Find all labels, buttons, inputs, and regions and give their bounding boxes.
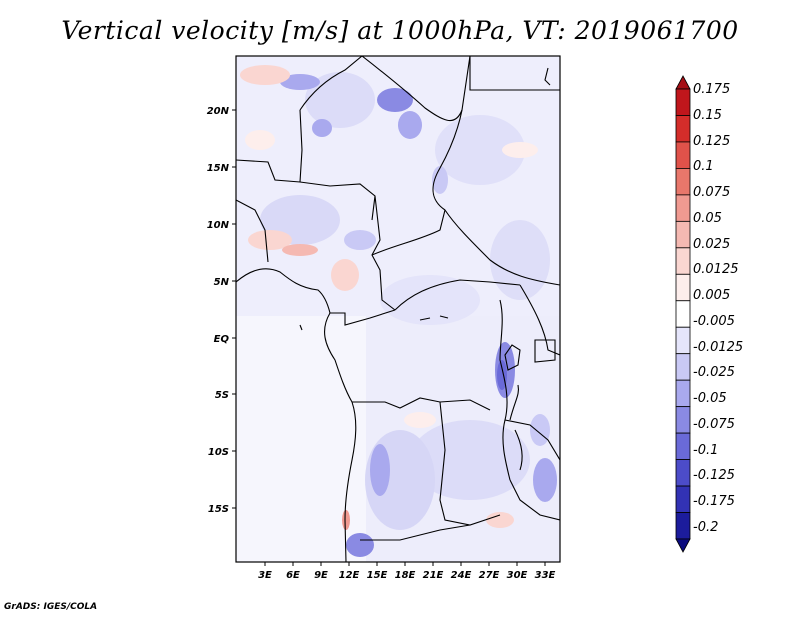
latitude-axis: 20N 15N 10N 5N EQ 5S 10S 15S — [207, 106, 236, 515]
colorbar-swatch — [675, 247, 691, 275]
lat-label: 10S — [208, 447, 229, 458]
velocity-field — [236, 56, 560, 562]
colorbar-swatch — [675, 353, 691, 381]
colorbar-swatch — [675, 459, 691, 487]
lon-label: 30E — [507, 570, 528, 581]
colorbar-label: -0.075 — [693, 417, 735, 432]
colorbar-labels: 0.175 0.15 0.125 0.1 0.075 0.05 0.025 0.… — [693, 82, 743, 535]
lat-label: 15N — [207, 163, 230, 174]
colorbar-label: -0.2 — [693, 520, 718, 535]
colorbar-swatch — [675, 512, 691, 540]
lon-label: 33E — [535, 570, 556, 581]
colorbar-swatch — [675, 75, 691, 90]
lon-label: 15E — [367, 570, 388, 581]
lon-label: 12E — [339, 570, 360, 581]
lon-label: 9E — [314, 570, 328, 581]
lat-label: EQ — [214, 334, 230, 345]
plot-frame — [235, 55, 561, 563]
colorbar-swatches — [675, 75, 691, 553]
lon-label: 18E — [395, 570, 416, 581]
colorbar-swatch — [675, 432, 691, 460]
lon-label: 24E — [451, 570, 472, 581]
colorbar-label: 0.025 — [693, 237, 730, 252]
colorbar-swatch — [675, 141, 691, 169]
colorbar-label: -0.1 — [693, 443, 718, 458]
colorbar-swatch — [675, 379, 691, 408]
lon-label: 3E — [258, 570, 272, 581]
colorbar-label: 0.175 — [693, 82, 730, 97]
colorbar-swatch — [675, 406, 691, 434]
colorbar-label: 0.075 — [693, 185, 730, 200]
colorbar-label: 0.1 — [693, 159, 714, 174]
colorbar-swatch — [675, 220, 691, 249]
country-borders — [236, 56, 560, 562]
colorbar-swatch — [675, 485, 691, 513]
colorbar-swatch — [675, 194, 691, 222]
map-title: Vertical velocity [m/s] at 1000hPa, VT: … — [61, 16, 739, 45]
colorbar-swatch — [675, 326, 691, 355]
colorbar-label: -0.0125 — [693, 340, 743, 355]
colorbar-swatch — [675, 168, 691, 196]
lon-label: 6E — [286, 570, 300, 581]
colorbar-label: 0.005 — [693, 288, 730, 303]
lon-label: 21E — [423, 570, 444, 581]
lat-label: 15S — [208, 504, 229, 515]
colorbar-swatch — [675, 273, 691, 302]
colorbar-label: -0.125 — [693, 468, 735, 483]
lat-label: 5N — [214, 277, 230, 288]
colorbar-label: 0.125 — [693, 134, 730, 149]
colorbar: 0.175 0.15 0.125 0.1 0.075 0.05 0.025 0.… — [675, 75, 743, 553]
colorbar-swatch — [675, 538, 691, 553]
colorbar-label: -0.025 — [693, 365, 735, 380]
colorbar-label: 0.05 — [693, 211, 722, 226]
colorbar-label: 0.0125 — [693, 262, 739, 277]
lat-label: 10N — [207, 220, 230, 231]
colorbar-swatch — [675, 115, 691, 143]
lat-label: 5S — [215, 390, 229, 401]
lat-label: 20N — [207, 106, 230, 117]
colorbar-swatch — [675, 300, 691, 328]
colorbar-label: -0.005 — [693, 314, 735, 329]
colorbar-label: 0.15 — [693, 108, 722, 123]
colorbar-label: -0.175 — [693, 494, 735, 509]
longitude-axis: 3E 6E 9E 12E 15E 18E 21E 24E 27E 30E 33E — [258, 562, 556, 581]
footer-credit: GrADS: IGES/COLA — [4, 602, 98, 612]
lon-label: 27E — [479, 570, 500, 581]
colorbar-swatch — [675, 88, 691, 116]
colorbar-label: -0.05 — [693, 391, 727, 406]
